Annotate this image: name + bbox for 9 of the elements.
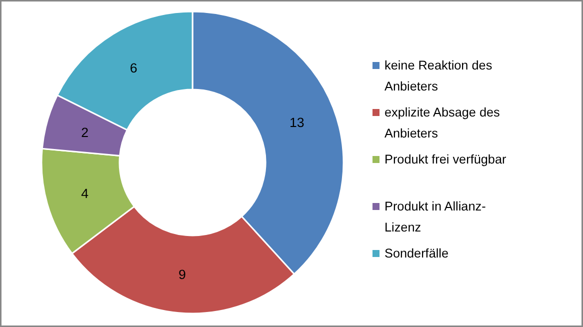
data-label: 2 [81,124,88,140]
data-label: 9 [178,267,186,282]
legend-label: Produkt in Allianz-Lizenz [384,200,486,234]
legend-label: explizite Absage des Anbieters [384,106,500,140]
data-label: 4 [81,186,90,202]
data-label: 6 [130,60,138,76]
legend-label: Sonderfälle [384,246,449,260]
legend-label: Produkt frei verfügbar [384,152,506,166]
data-label: 13 [290,115,304,130]
